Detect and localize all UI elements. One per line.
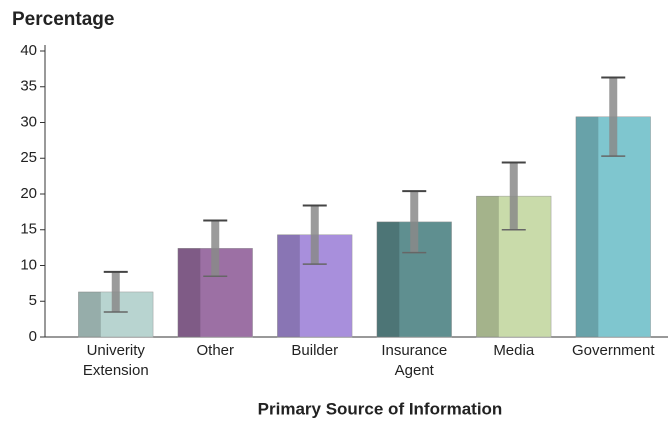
bar-shade [575,116,599,337]
bar-shade [376,221,400,337]
x-tick-label: Insurance Agent [381,342,448,379]
x-tick-label: Other [196,342,234,359]
y-tick-label: 0 [29,328,37,345]
x-tick-label: Government [571,342,655,359]
x-tick-label: Media [493,342,535,359]
y-tick-label: 35 [20,78,37,95]
y-tick-label: 40 [20,42,37,59]
y-tick-label: 15 [20,221,37,238]
bar-shade [277,234,300,337]
y-tick-label: 10 [20,256,37,273]
error-bar [203,219,228,277]
error-bar [103,270,128,313]
bar-shade [177,248,201,337]
error-bar [402,190,427,254]
y-tick-label: 5 [29,292,37,309]
x-tick-label: Builder [291,342,339,359]
x-tick-label: Univerity Extension [82,342,149,379]
bar-shade [78,291,101,337]
y-tick-label: 20 [20,185,37,202]
error-bar [302,204,327,265]
error-bar [601,76,626,157]
chart-title: Percentage [12,9,114,30]
x-axis-title: Primary Source of Information [258,399,503,418]
y-tick-label: 25 [20,149,37,166]
bar-shade [476,196,499,337]
y-tick-label: 30 [20,113,37,130]
error-bar [501,161,526,231]
